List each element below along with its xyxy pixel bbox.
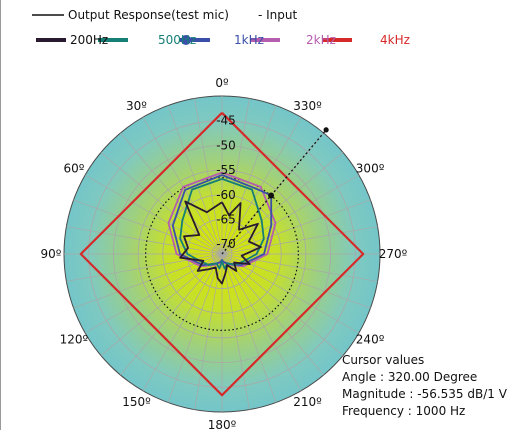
grid-spoke (167, 253, 223, 403)
reference-circle (145, 177, 299, 331)
grid-spoke (221, 98, 250, 255)
series-line-4khz (79, 112, 365, 397)
legend (32, 14, 352, 45)
grid-spoke (221, 174, 360, 255)
cursor-end-marker[interactable] (323, 127, 329, 133)
legend-label-500hz: 500Hz (158, 33, 197, 47)
legend-marker-1khz (181, 35, 191, 45)
grid-spoke (221, 226, 378, 255)
grid-spoke (221, 105, 277, 255)
grid-spoke (221, 253, 324, 376)
cursor-frequency: Frequency : 1000 Hz (342, 404, 466, 418)
radial-tick-label: -45 (216, 114, 236, 128)
legend-label-4khz: 4kHz (380, 33, 410, 47)
grid-spoke (221, 199, 371, 255)
radial-tick-label: -55 (216, 163, 236, 177)
grid-spoke (73, 199, 223, 255)
radial-tick-label: -65 (216, 212, 236, 226)
angle-label: 210º (293, 395, 322, 409)
legend-label-2khz: 2kHz (306, 33, 336, 47)
radial-tick-label: -50 (216, 138, 236, 152)
angle-label: 30º (126, 99, 147, 113)
grid-spoke (120, 132, 223, 255)
angle-label: 270º (379, 247, 408, 261)
angle-label: 330º (293, 99, 322, 113)
grid-spoke (167, 105, 223, 255)
grid-spoke (142, 116, 223, 255)
radial-tick-label: -60 (216, 188, 236, 202)
angle-label: 240º (356, 333, 385, 347)
grid-spoke (221, 116, 302, 255)
grid-spoke (221, 253, 250, 410)
grid-spoke (194, 253, 223, 410)
grid-spoke (221, 152, 344, 255)
grid-spoke (142, 253, 223, 392)
radial-tick-label: -70 (216, 237, 236, 251)
angle-label: 150º (122, 395, 151, 409)
grid-spoke (66, 226, 223, 255)
series-line-200hz (179, 200, 262, 285)
grid-spoke (221, 253, 302, 392)
angle-label: 300º (356, 162, 385, 176)
grid-spoke (100, 152, 223, 255)
angle-label: 60º (63, 162, 84, 176)
grid-spoke (84, 174, 223, 255)
legend-main-label: Output Response(test mic) (68, 8, 229, 22)
grid-spoke (120, 253, 223, 376)
cursor-magnitude: Magnitude : -56.535 dB/1 V (342, 387, 507, 401)
legend-label-1khz: 1kHz (234, 33, 264, 47)
legend-input-label: - Input (258, 8, 298, 22)
angle-label: 90º (41, 247, 62, 261)
cursor-marker[interactable] (268, 192, 275, 199)
legend-label-200hz: 200Hz (70, 33, 109, 47)
angle-label: 0º (215, 76, 229, 90)
cursor-angle: Angle : 320.00 Degree (342, 370, 478, 384)
cursor-title: Cursor values (342, 353, 425, 367)
cursor-values-panel: Cursor values Angle : 320.00 Degree Magn… (342, 352, 507, 420)
series-line-500hz (179, 178, 265, 270)
grid-spoke (194, 98, 223, 255)
cursor-line[interactable] (221, 129, 327, 255)
angle-label: 180º (208, 418, 237, 430)
grid-spoke (221, 253, 277, 403)
grid-spoke (221, 253, 344, 356)
grid-spoke (221, 253, 360, 334)
angle-label: 120º (60, 333, 89, 347)
